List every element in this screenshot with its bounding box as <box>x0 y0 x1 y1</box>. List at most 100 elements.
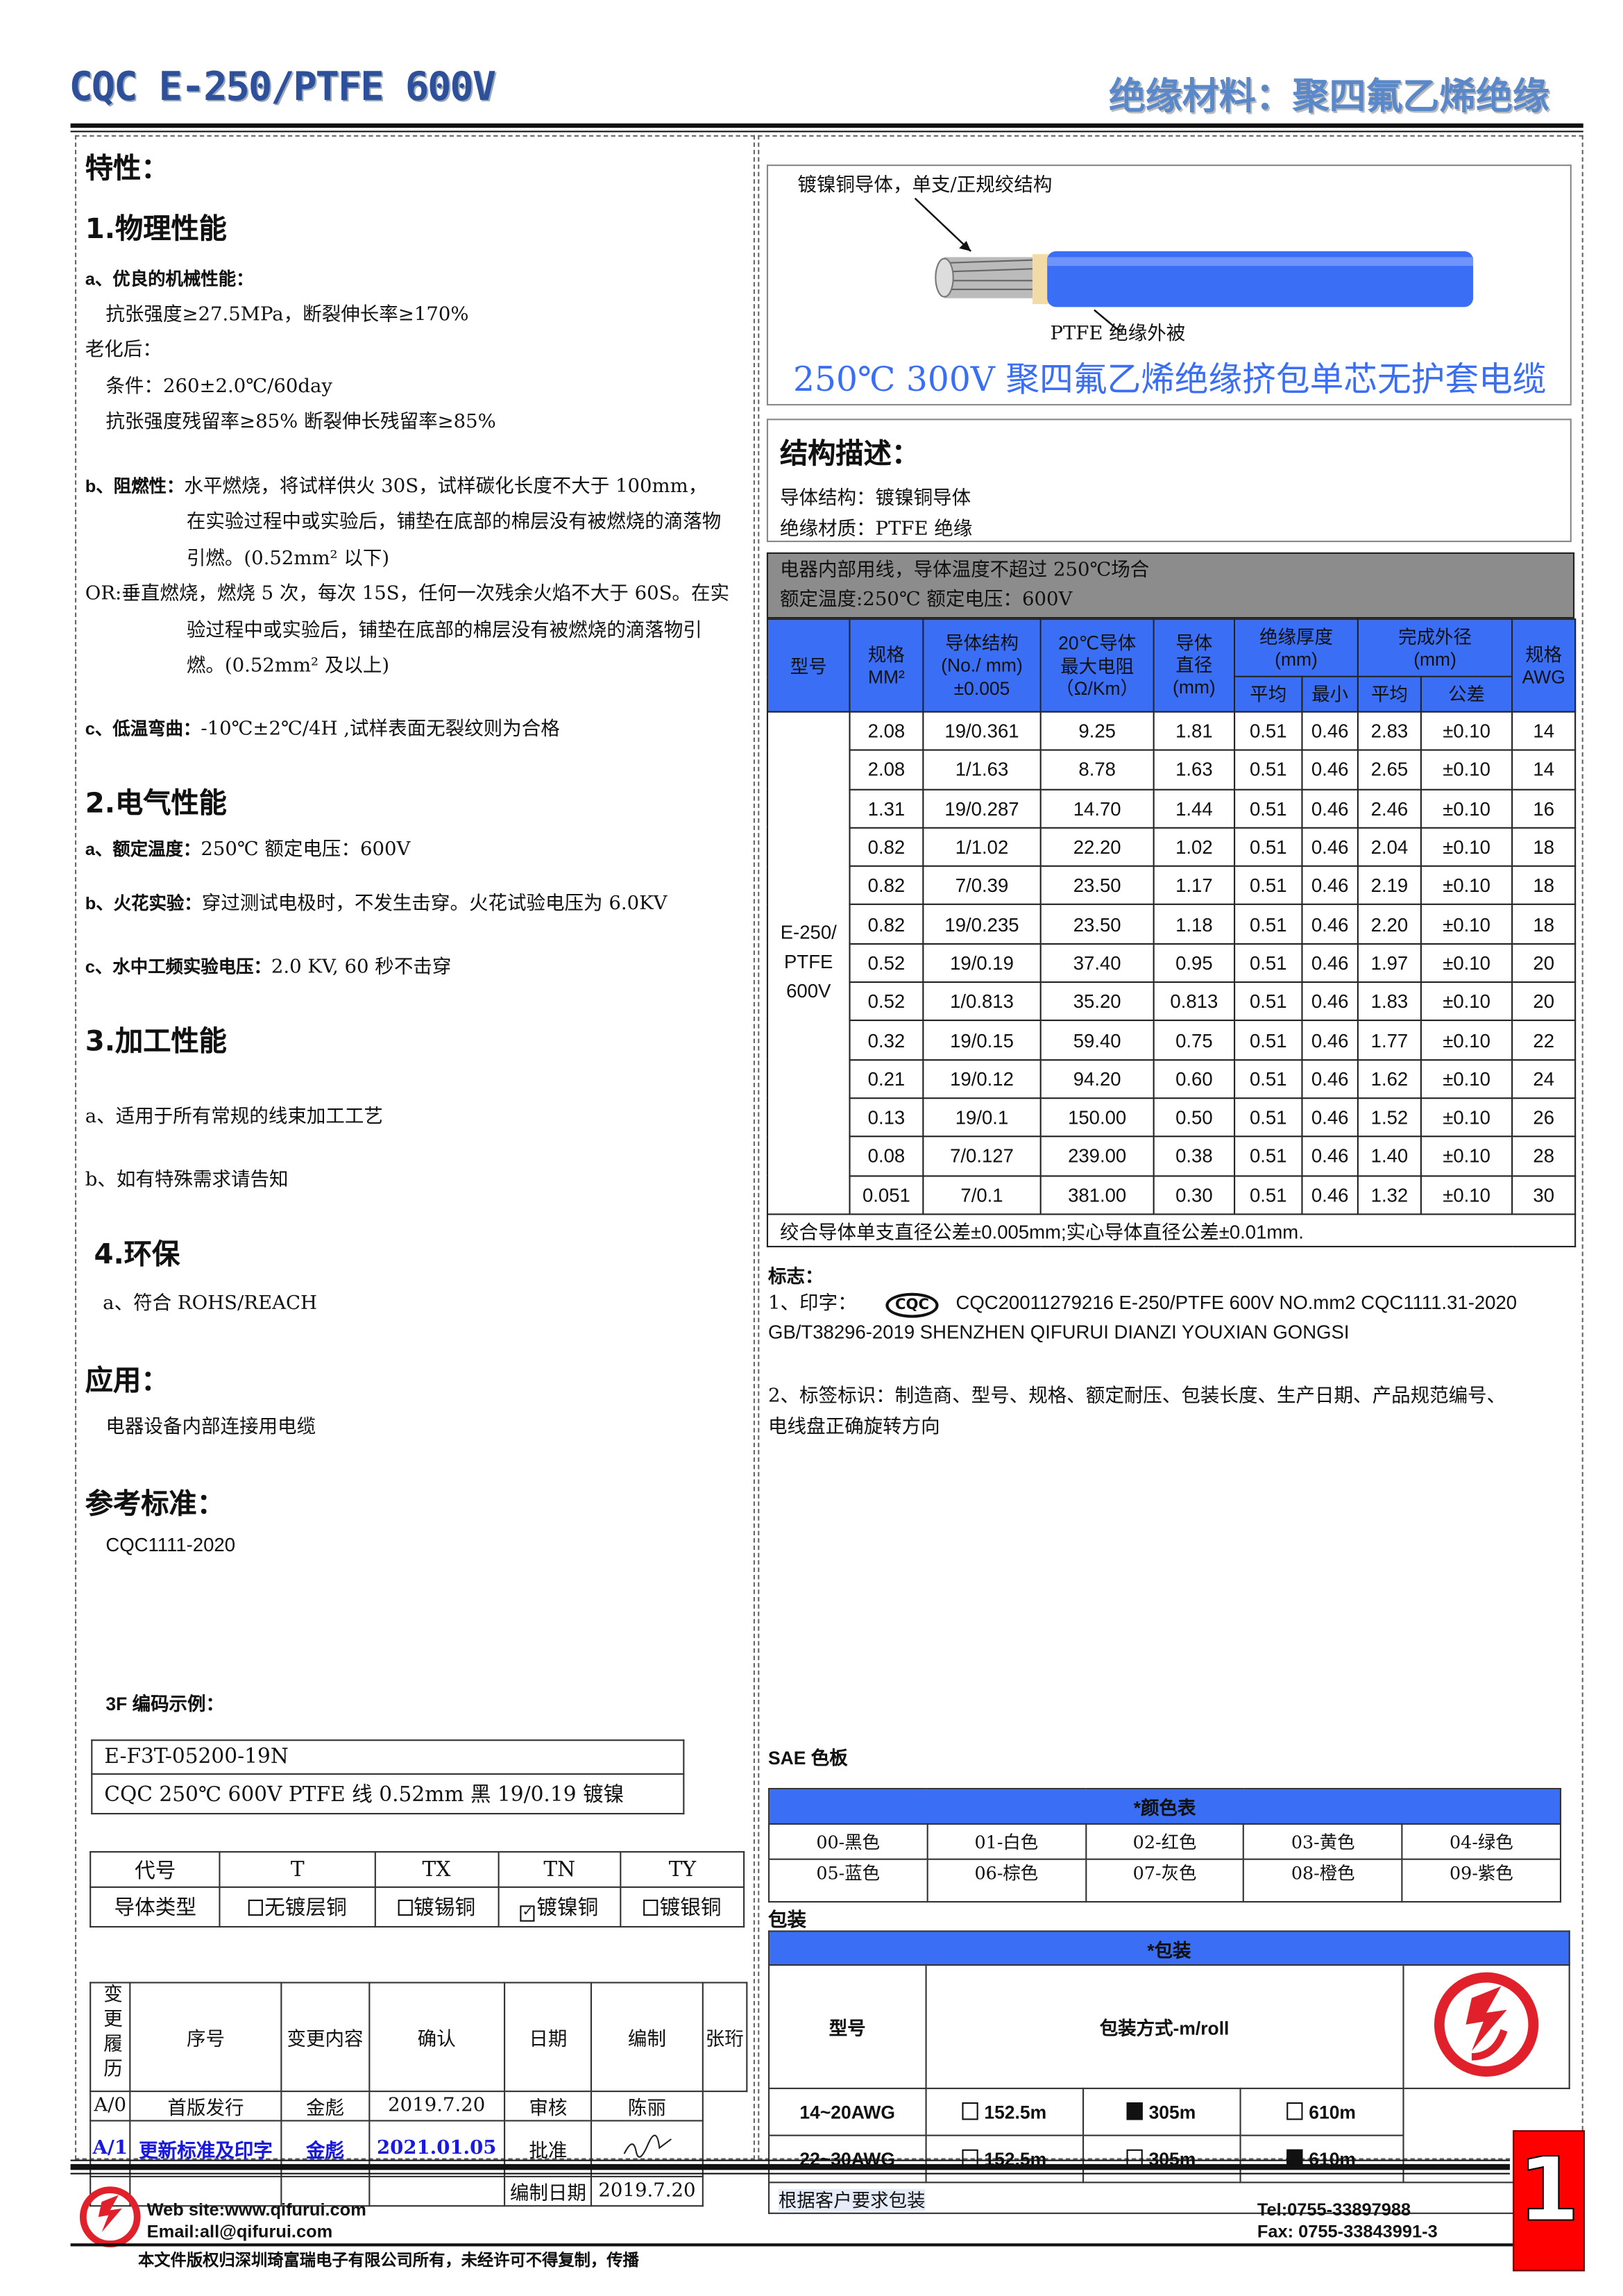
structure-heading: 结构描述： <box>779 437 920 471</box>
processing-a: a、适用于所有常规的线束加工工艺 <box>85 1105 383 1128</box>
spark-text: 穿过测试电极时，不发生击穿。火花试验电压为 6.0KV <box>201 892 668 915</box>
flame-line: 水平燃烧，将试样供火 30S，试样碳化长度不大于 100mm， <box>184 475 708 498</box>
history-cell: 金彪 <box>280 2091 370 2122</box>
spec-cell: 14.70 <box>1039 788 1155 829</box>
flame-line: 引燃。(0.52mm² 以下) <box>186 547 390 570</box>
spec-cell: 19/0.361 <box>922 711 1042 752</box>
flame-label: b、阻燃性： <box>85 475 185 496</box>
structure-line: 导体结构：镀镍铜导体 <box>779 487 971 510</box>
conductor-type-option: ✓ 镀镍铜 <box>497 1886 622 1928</box>
color-table: *颜色表 00-黑色 01-白色 02-红色 03-黄色 04-绿色 05-蓝色 06-棕… <box>768 1788 1562 1903</box>
spec-cell: 35.20 <box>1039 981 1155 1022</box>
col-resistance: 20℃导体 最大电阻 （Ω/Km） <box>1039 618 1155 713</box>
spec-cell: 30 <box>1511 1174 1577 1215</box>
spec-cell: 0.51 <box>1234 788 1303 829</box>
packing-row: 22~30AWG 152.5m 305m 610m <box>768 2134 1570 2184</box>
empty-square-icon <box>1286 2101 1303 2120</box>
spec-row: 0.82 7/0.39 23.50 1.17 0.51 0.46 2.19 ±0.10 18 <box>767 866 1577 906</box>
standard-heading: 参考标准： <box>85 1487 225 1520</box>
water-test-label: c、水中工频实验电压： <box>85 955 271 977</box>
spec-cell: 0.51 <box>1234 750 1303 790</box>
packing-length: 152.5m <box>984 2101 1047 2122</box>
cqc-logo: CQC <box>886 1292 938 1318</box>
color-code: 03-黄色 <box>1243 1823 1403 1860</box>
spec-cell: 150.00 <box>1039 1097 1155 1138</box>
physical-heading: 1.物理性能 <box>85 212 227 246</box>
spec-cell: ±0.10 <box>1420 1136 1513 1176</box>
conductor-type-table: 代号 T TX TN TY 导体类型 无镀层铜 镀锡铜 ✓ 镀镍铜 镀银铜 <box>90 1851 745 1928</box>
spec-cell: 19/0.19 <box>922 943 1042 984</box>
spec-cell: 0.82 <box>849 827 924 868</box>
spec-cell: 19/0.12 <box>922 1058 1042 1099</box>
flame-line: OR:垂直燃烧，燃烧 5 次，每次 15S，任何一次残余火焰不大于 60S。在实 <box>85 583 730 606</box>
packing-option: 305m <box>1082 2087 1241 2136</box>
spec-cell: 381.00 <box>1039 1174 1155 1215</box>
spec-cell: 2.46 <box>1357 788 1422 829</box>
spark-label: b、火花实验： <box>85 892 202 913</box>
spec-cell: 2.20 <box>1357 904 1422 945</box>
email-link[interactable]: Email:all@qifurui.com <box>146 2221 333 2243</box>
spec-cell: 1.81 <box>1153 711 1236 752</box>
print-label: 1、印字： <box>768 1292 857 1315</box>
env-a: a、符合 ROHS/REACH <box>103 1292 318 1315</box>
spec-cell: ±0.10 <box>1420 1058 1513 1099</box>
spec-cell: 0.46 <box>1301 1097 1359 1138</box>
revision-history-table: 变更履历 序号 变更内容 确认 日期 编制 张珩 A/0 首版发行 金彪 2019.7.20 审核陈… <box>90 1982 748 2207</box>
cable-illustration <box>914 197 1474 333</box>
spec-cell: 0.51 <box>1234 1174 1303 1215</box>
footer-rule-thick <box>70 2163 1510 2170</box>
spec-cell: 0.46 <box>1301 1136 1359 1176</box>
code-example-desc: CQC 250℃ 600V PTFE 线 0.52mm 黑 19/0.19 镀镍 <box>91 1773 685 1815</box>
print-line: GB/T38296-2019 SHENZHEN QIFURUI DIANZI Y… <box>768 1320 1350 1343</box>
code-example-heading: 3F 编码示例： <box>105 1694 224 1715</box>
packing-option: 610m <box>1239 2087 1404 2136</box>
spec-cell: 37.40 <box>1039 943 1155 984</box>
spec-cell: 0.51 <box>1234 943 1303 984</box>
packing-length: 610m <box>1309 2101 1356 2122</box>
history-cell: 审核 <box>503 2091 593 2122</box>
spec-cell: 1/1.02 <box>922 827 1042 868</box>
spec-cell: 2.08 <box>849 711 924 752</box>
spec-cell: 0.08 <box>849 1136 924 1176</box>
mech-line: 老化后： <box>85 339 162 362</box>
print-marking: 1、印字： CQC CQC20011279216 E-250/PTFE 600V… <box>768 1287 1517 1318</box>
spec-note-usage: 电器内部用线，导体温度不超过 250℃场合 <box>779 559 1150 582</box>
spec-cell: 0.51 <box>1234 1136 1303 1176</box>
spec-cell: ±0.10 <box>1420 827 1513 868</box>
packing-option: 152.5m <box>925 2134 1084 2184</box>
spec-cell: 0.75 <box>1153 1020 1236 1061</box>
header-rule-thin <box>70 130 1583 133</box>
conductor-type-label: 镀锡铜 <box>414 1896 476 1921</box>
spec-cell: 1.63 <box>1153 750 1236 790</box>
spec-cell: 1.97 <box>1357 943 1422 984</box>
spec-cell: 0.50 <box>1153 1097 1236 1138</box>
packing-row: 14~20AWG 152.5m 305m 610m <box>768 2087 1570 2136</box>
color-code: 05-蓝色 <box>768 1858 928 1903</box>
spec-cell: 8.78 <box>1039 750 1155 790</box>
color-table-title: *颜色表 <box>768 1788 1562 1825</box>
website-link[interactable]: Web site:www.qifurui.com <box>146 2199 366 2220</box>
spec-cell: ±0.10 <box>1420 866 1513 906</box>
spec-cell: 14 <box>1511 711 1577 752</box>
spec-cell: ±0.10 <box>1420 943 1513 984</box>
spec-row: 0.13 19/0.1 150.00 0.50 0.51 0.46 1.52 ±0.10 26 <box>767 1097 1577 1138</box>
spec-cell: 0.46 <box>1301 866 1359 906</box>
spec-cell: 0.51 <box>1234 904 1303 945</box>
spec-cell: 0.82 <box>849 904 924 945</box>
history-header: 变更内容 <box>280 1982 370 2093</box>
spec-cell: 14 <box>1511 750 1577 790</box>
history-header: 序号 <box>129 1982 282 2093</box>
history-cell: 2019.7.20 <box>368 2091 506 2122</box>
spec-cell: ±0.10 <box>1420 1174 1513 1215</box>
spec-cell: 1.17 <box>1153 866 1236 906</box>
spec-cell: 1.02 <box>1153 827 1236 868</box>
spec-cell: 22 <box>1511 1020 1577 1061</box>
col-outer-diameter: 完成外径 (mm) <box>1357 618 1513 677</box>
electrical-heading: 2.电气性能 <box>85 786 227 820</box>
cold-bend-text: -10℃±2℃/4H ,试样表面无裂纹则为合格 <box>201 718 560 740</box>
spec-row: 0.82 1/1.02 22.20 1.02 0.51 0.46 2.04 ±0.10 18 <box>767 827 1577 868</box>
spec-cell: 1.31 <box>849 788 924 829</box>
conductor-type-label: 镀银铜 <box>659 1896 722 1921</box>
spec-cell: 0.30 <box>1153 1174 1236 1215</box>
spec-cell: 19/0.15 <box>922 1020 1042 1061</box>
